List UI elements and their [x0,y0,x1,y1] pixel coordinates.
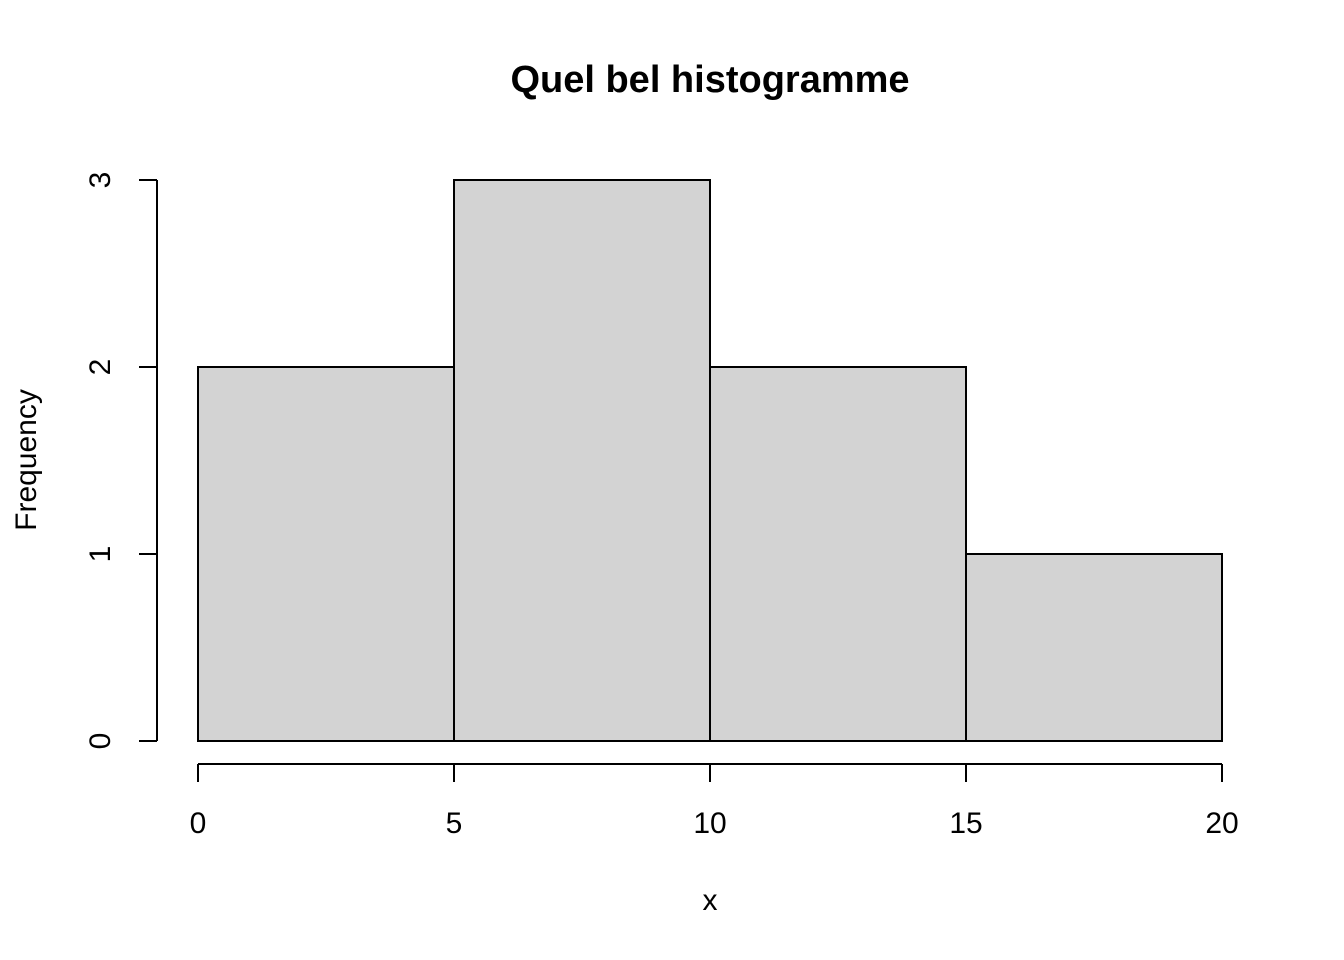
histogram-bar-0 [197,366,455,742]
y-axis: 0 1 2 3 [84,172,158,750]
x-axis-label: x [703,884,718,917]
histogram-bar-2 [709,366,967,742]
x-axis: 0 5 10 15 20 [190,763,1239,840]
x-tick-label-0: 0 [190,807,207,840]
chart-title: Quel bel histogramme [510,59,909,101]
x-tick-label-1: 5 [446,807,463,840]
y-tick-label-1: 1 [84,546,117,563]
y-tick-label-2: 2 [84,359,117,376]
x-tick-label-2: 10 [693,807,726,840]
y-tick-label-0: 0 [84,733,117,750]
y-axis-label: Frequency [10,389,43,531]
y-tick-label-3: 3 [84,172,117,189]
x-tick-label-4: 20 [1205,807,1238,840]
x-tick-label-3: 15 [949,807,982,840]
bars-group [197,179,1223,742]
histogram-bar-3 [965,553,1223,742]
histogram-bar-1 [453,179,711,742]
